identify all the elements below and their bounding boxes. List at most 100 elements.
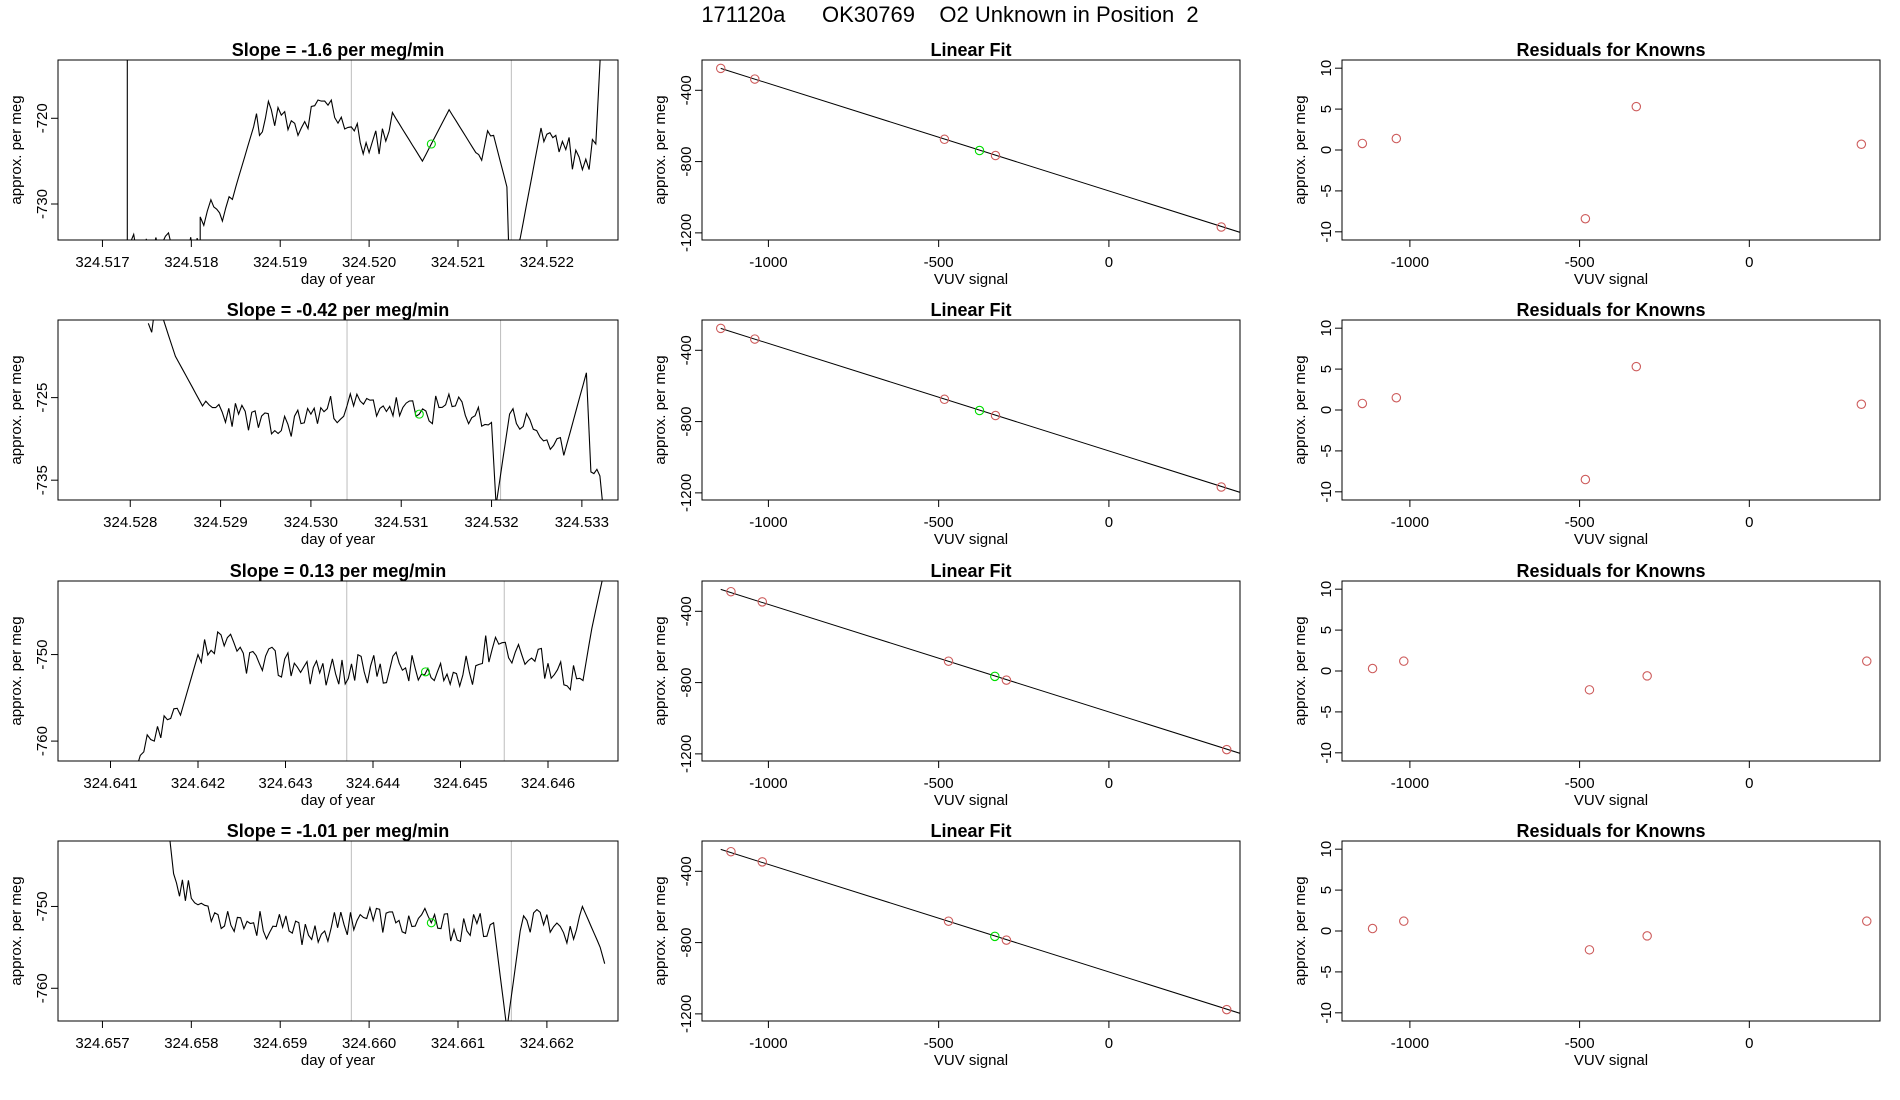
plot-area [1367, 916, 1872, 955]
y-tick-label: -730 [34, 189, 51, 219]
residual-point [1357, 398, 1368, 409]
unknown-marker [414, 409, 424, 419]
plot-area [147, 320, 603, 500]
plot-area [720, 846, 1240, 1015]
y-tick-label: -725 [34, 383, 51, 413]
y-axis-label: approx. per meg [1292, 355, 1309, 464]
y-tick-label: -800 [678, 407, 695, 437]
x-tick-label: -500 [924, 775, 954, 792]
x-tick-label: 324.530 [284, 514, 338, 531]
plot-frame [701, 840, 1241, 1022]
y-tick-label: 5 [1318, 626, 1335, 634]
unknown-marker [420, 667, 431, 677]
known-point [1221, 744, 1232, 755]
fit-line [720, 588, 1240, 754]
x-axis-label: VUV signal [934, 792, 1008, 809]
residual-point [1391, 133, 1402, 144]
chart-title: Residuals for Knowns [1516, 40, 1705, 60]
chart-title: Linear Fit [930, 300, 1011, 320]
known-point [1001, 935, 1012, 945]
fit-line [720, 67, 1240, 233]
plot-area [1357, 101, 1867, 224]
x-tick-label: 324.641 [83, 775, 137, 792]
x-tick-label: 324.642 [171, 775, 225, 792]
x-tick-label: 324.517 [75, 254, 129, 271]
chart-panel-2-3: Residuals for Knowns -1000 -500 0 -10 -5 0 5 10 V… [1292, 300, 1881, 548]
y-tick-label: -10 [1318, 1002, 1335, 1024]
x-axis-label: VUV signal [1574, 1052, 1648, 1069]
plot-frame [57, 840, 619, 1022]
data-trace [126, 60, 601, 240]
chart-title: Residuals for Knowns [1516, 561, 1705, 581]
chart-panel-1-3: Residuals for Knowns -1000 -500 0 -10 -5 0 5 10 V… [1292, 40, 1881, 288]
y-tick-label: -10 [1318, 221, 1335, 243]
x-axis-label: day of year [301, 271, 375, 288]
x-tick-label: 324.528 [103, 514, 157, 531]
residual-point [1399, 916, 1409, 926]
x-tick-label: 0 [1105, 1035, 1113, 1052]
plot-area [1367, 656, 1872, 695]
chart-title: Linear Fit [930, 821, 1011, 841]
x-tick-label: 0 [1105, 514, 1113, 531]
y-tick-label: -750 [34, 891, 51, 921]
x-tick-label: -1000 [749, 775, 787, 792]
plot-area [715, 323, 1240, 493]
residual-point [1580, 474, 1591, 485]
plot-frame [701, 59, 1241, 241]
x-tick-label: 324.518 [164, 254, 218, 271]
x-tick-label: -500 [924, 1035, 954, 1052]
y-axis-label: approx. per meg [652, 355, 669, 464]
x-tick-label: 324.662 [520, 1035, 574, 1052]
known-point [1216, 222, 1227, 232]
chart-title: Slope = -1.01 per meg/min [227, 821, 450, 841]
fit-line [720, 327, 1240, 493]
data-trace [169, 841, 606, 1021]
known-point [726, 846, 736, 857]
chart-title: Slope = -0.42 per meg/min [227, 300, 450, 320]
x-tick-label: 324.646 [521, 775, 575, 792]
y-tick-label: 10 [1318, 320, 1335, 337]
y-tick-label: -1200 [678, 735, 695, 773]
plot-area [715, 63, 1240, 233]
known-point [750, 74, 760, 84]
x-axis-label: VUV signal [1574, 271, 1648, 288]
y-tick-label: 0 [1318, 146, 1335, 154]
plot-area [1357, 361, 1867, 485]
x-axis-label: day of year [301, 792, 375, 809]
x-axis-label: VUV signal [934, 531, 1008, 548]
x-axis-label: VUV signal [934, 1052, 1008, 1069]
x-tick-label: 0 [1105, 254, 1113, 271]
x-tick-label: 0 [1745, 254, 1753, 271]
y-tick-label: -400 [678, 856, 695, 886]
y-tick-label: -720 [34, 103, 51, 133]
residual-point [1642, 671, 1652, 681]
chart-title: Linear Fit [930, 561, 1011, 581]
residual-point [1631, 101, 1642, 112]
residual-point [1642, 931, 1652, 941]
fit-line [720, 848, 1240, 1014]
y-axis-label: approx. per meg [1292, 95, 1309, 204]
x-tick-label: -1000 [1391, 254, 1429, 271]
x-tick-label: 324.529 [193, 514, 247, 531]
y-tick-label: -760 [34, 973, 51, 1003]
plot-area [126, 60, 601, 240]
known-point [1216, 482, 1227, 492]
x-tick-label: -1000 [1391, 514, 1429, 531]
x-tick-label: 324.660 [342, 1035, 396, 1052]
residual-point [1399, 656, 1409, 666]
x-tick-label: -500 [1565, 1035, 1595, 1052]
y-axis-label: approx. per meg [652, 616, 669, 725]
y-tick-label: -760 [34, 726, 51, 756]
x-tick-label: -500 [924, 254, 954, 271]
y-tick-label: 10 [1318, 581, 1335, 598]
chart-panel-3-1: Slope = 0.13 per meg/min 324.641 324.642 32… [8, 561, 619, 809]
data-trace [147, 320, 603, 500]
y-tick-label: 0 [1318, 406, 1335, 414]
y-axis-label: approx. per meg [652, 876, 669, 985]
y-tick-label: 5 [1318, 886, 1335, 894]
known-point [1001, 675, 1012, 685]
unknown-marker [426, 139, 436, 149]
x-tick-label: 0 [1105, 775, 1113, 792]
y-axis-label: approx. per meg [652, 95, 669, 204]
x-tick-label: 0 [1745, 514, 1753, 531]
